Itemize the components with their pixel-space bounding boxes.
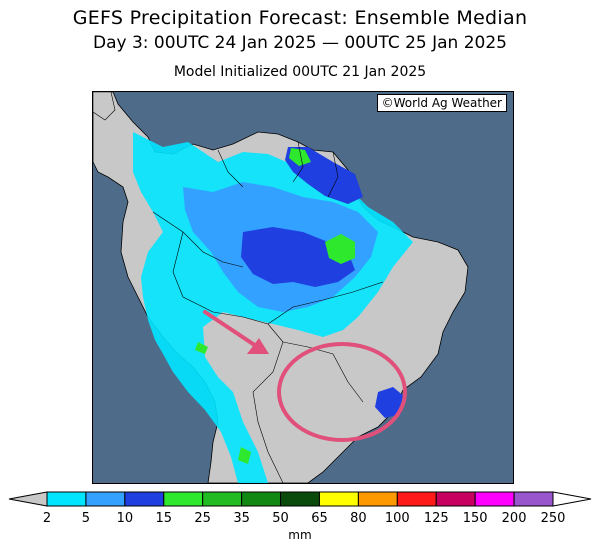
colorbar-low-arrow [8,491,48,507]
colorbar-tick-label: 100 [385,511,410,526]
colorbar-tick-label: 250 [541,511,566,526]
annotation-circle [277,342,407,442]
colorbar-tick-label: 35 [233,511,250,526]
map-canvas [93,92,469,483]
colorbar-tick-label: 2 [43,511,51,526]
title-line-2: Day 3: 00UTC 24 Jan 2025 — 00UTC 25 Jan … [92,33,508,53]
colorbar-swatch [318,491,359,507]
precip-15-25mm [325,234,355,264]
colorbar-tick-label: 10 [117,511,134,526]
colorbar-tick-label: 5 [82,511,90,526]
land-central-america [93,92,116,121]
colorbar-swatch [163,491,204,507]
colorbar-high-arrow [552,491,592,507]
colorbar-tick-label: 200 [502,511,527,526]
title-line-1: GEFS Precipitation Forecast: Ensemble Me… [72,7,528,29]
colorbar-swatch [435,491,476,507]
country-borders [152,141,384,483]
colorbar-swatch [396,491,437,507]
colorbar-swatch [202,491,243,507]
precip-south-blob [375,387,405,418]
precip-15-25mm-coast [289,148,311,166]
colorbar-swatch [513,491,554,507]
colorbar-tick-label: 25 [194,511,211,526]
colorbar-swatch [280,491,320,507]
colorbar-swatch [85,491,126,507]
colorbar-tick-label: 125 [424,511,449,526]
colorbar-swatch [124,491,165,507]
title-line-3: Model Initialized 00UTC 21 Jan 2025 [173,64,427,80]
colorbar-swatch [474,491,515,507]
precip-andes-green [195,342,208,354]
colorbar-unit-label: mm [288,528,312,542]
colorbar-swatch [241,491,282,507]
colorbar-tick-label: 65 [311,511,328,526]
precipitation-map: ©World Ag Weather [92,91,514,484]
colorbar-tick-label: 50 [272,511,289,526]
precip-south-green [238,447,251,464]
colorbar-swatch [46,491,87,507]
colorbar-tick-label: 80 [350,511,367,526]
credit-label: ©World Ag Weather [376,94,507,112]
colorbar-tick-label: 150 [463,511,488,526]
annotation-arrow [203,310,269,354]
colorbar-tick-label: 15 [155,511,172,526]
colorbar: 2 5 10 15 25 35 50 65 80 100 125 150 200 250 [8,491,592,526]
colorbar-swatch [357,491,398,507]
